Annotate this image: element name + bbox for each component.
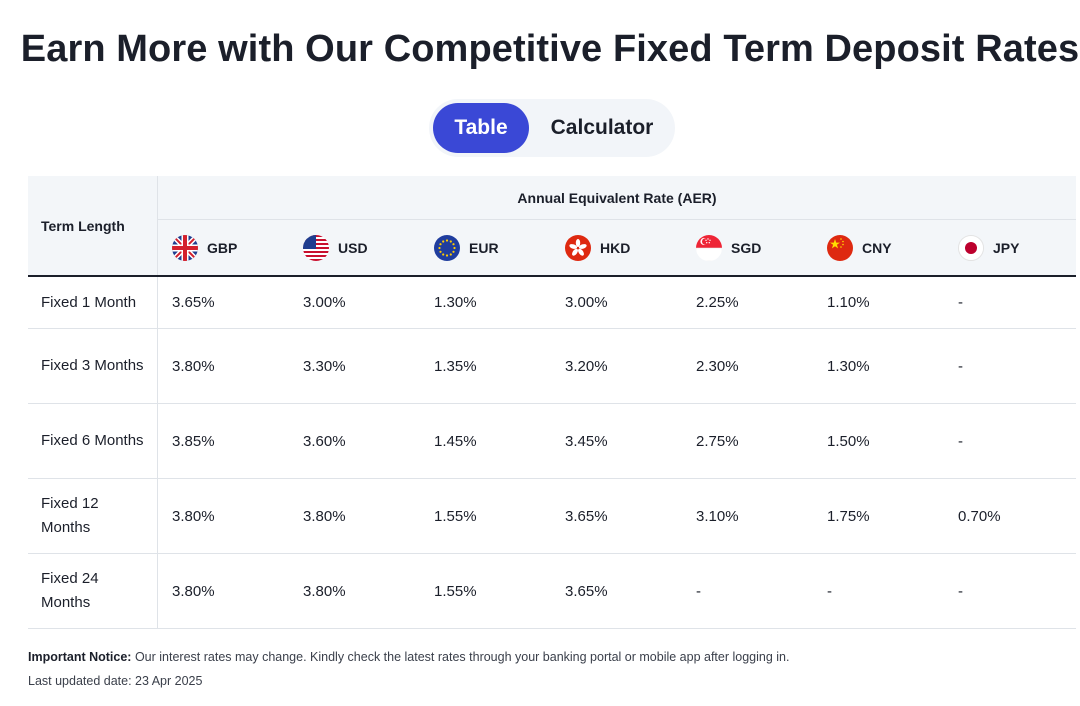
currency-header-jpy: JPY: [958, 220, 1019, 276]
currency-code: EUR: [469, 240, 499, 256]
rate-cell: -: [827, 582, 832, 600]
table-row: Fixed 6 Months 3.85% 3.60% 1.45% 3.45% 2…: [28, 404, 1076, 479]
jp-flag-icon: [958, 235, 984, 261]
page-title: Earn More with Our Competitive Fixed Ter…: [20, 28, 1080, 70]
rate-cell: -: [958, 294, 963, 311]
term-label: Fixed 24 Months: [41, 570, 99, 611]
tab-table[interactable]: Table: [433, 103, 529, 153]
us-flag-icon: [303, 235, 329, 261]
term-label: Fixed 12 Months: [41, 495, 99, 536]
rate-cell: 1.10%: [827, 294, 870, 311]
rate-cell: -: [696, 582, 701, 600]
cn-flag-icon: [827, 235, 853, 261]
table-row: Fixed 1 Month 3.65% 3.00% 1.30% 3.00% 2.…: [28, 277, 1076, 329]
table-row: Fixed 24 Months 3.80% 3.80% 1.55% 3.65% …: [28, 554, 1076, 629]
rate-cell: 3.80%: [303, 582, 346, 600]
rate-cell: 3.10%: [696, 507, 739, 525]
important-notice: Important Notice: Our interest rates may…: [28, 650, 790, 664]
rate-cell: 0.70%: [958, 507, 1001, 525]
currency-header-gbp: GBP: [172, 220, 237, 276]
rate-cell: 3.80%: [303, 507, 346, 525]
rate-cell: 3.45%: [565, 432, 608, 450]
rate-cell: 2.25%: [696, 294, 739, 311]
notice-label: Important Notice:: [28, 650, 132, 664]
rate-cell: 3.80%: [172, 357, 215, 375]
currency-header-hkd: HKD: [565, 220, 630, 276]
view-toggle: Table Calculator: [429, 99, 675, 157]
rate-cell: 1.55%: [434, 582, 477, 600]
rate-cell: 3.20%: [565, 357, 608, 375]
rate-cell: 3.85%: [172, 432, 215, 450]
rates-table: Term Length Annual Equivalent Rate (AER)…: [28, 176, 1076, 629]
aer-header: Annual Equivalent Rate (AER): [158, 176, 1076, 220]
tab-calculator[interactable]: Calculator: [550, 116, 654, 139]
rate-cell: 1.30%: [827, 357, 870, 375]
rate-cell: -: [958, 582, 963, 600]
eu-flag-icon: [434, 235, 460, 261]
rate-cell: 3.65%: [172, 294, 215, 311]
rate-cell: 3.80%: [172, 507, 215, 525]
rate-cell: 1.30%: [434, 294, 477, 311]
last-updated-date: Last updated date: 23 Apr 2025: [28, 674, 203, 688]
currency-header-eur: EUR: [434, 220, 499, 276]
rate-cell: 3.60%: [303, 432, 346, 450]
rate-cell: 1.35%: [434, 357, 477, 375]
term-label: Fixed 6 Months: [41, 432, 144, 449]
table-row: Fixed 3 Months 3.80% 3.30% 1.35% 3.20% 2…: [28, 329, 1076, 404]
term-length-header: Term Length: [28, 176, 158, 276]
currency-code: CNY: [862, 240, 892, 256]
currency-header-usd: USD: [303, 220, 368, 276]
term-label: Fixed 1 Month: [41, 293, 137, 311]
table-row: Fixed 12 Months 3.80% 3.80% 1.55% 3.65% …: [28, 479, 1076, 554]
rate-cell: 3.00%: [303, 294, 346, 311]
currency-code: USD: [338, 240, 368, 256]
rate-cell: 3.80%: [172, 582, 215, 600]
header-divider: [28, 275, 1076, 277]
notice-text: Our interest rates may change. Kindly ch…: [131, 650, 790, 664]
rate-cell: 1.55%: [434, 507, 477, 525]
currency-code: GBP: [207, 240, 238, 256]
currency-code: JPY: [993, 240, 1020, 256]
uk-flag-icon: [172, 235, 198, 261]
currency-header-cny: CNY: [827, 220, 892, 276]
sg-flag-icon: [696, 235, 722, 261]
term-label: Fixed 3 Months: [41, 357, 144, 374]
hk-flag-icon: [565, 235, 591, 261]
rate-cell: 3.00%: [565, 294, 608, 311]
rate-cell: 1.75%: [827, 507, 870, 525]
currency-header-row: GBP USD: [158, 220, 1076, 276]
rate-cell: 1.50%: [827, 432, 870, 450]
currency-code: SGD: [731, 240, 762, 256]
rate-cell: 3.65%: [565, 507, 608, 525]
currency-code: HKD: [600, 240, 631, 256]
rate-cell: -: [958, 432, 963, 450]
rate-cell: 3.30%: [303, 357, 346, 375]
rate-cell: 3.65%: [565, 582, 608, 600]
rate-cell: 2.30%: [696, 357, 739, 375]
rate-cell: 2.75%: [696, 432, 739, 450]
currency-header-sgd: SGD: [696, 220, 761, 276]
rate-cell: -: [958, 357, 963, 375]
rate-cell: 1.45%: [434, 432, 477, 450]
